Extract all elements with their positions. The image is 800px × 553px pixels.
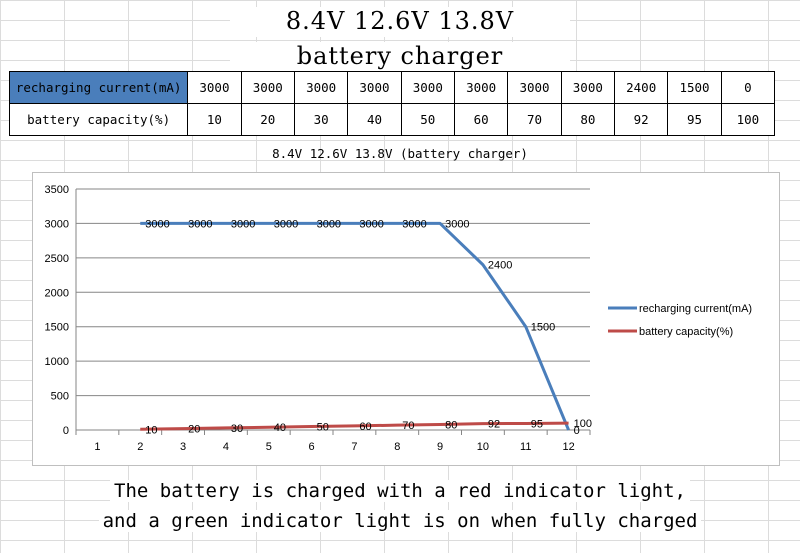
footer-text-1: The battery is charged with a red indica…	[110, 480, 690, 502]
data-label: 3000	[402, 218, 426, 230]
data-label: 2400	[488, 260, 512, 272]
y-tick-label: 1000	[45, 356, 69, 368]
table-cell: 80	[560, 103, 616, 136]
data-label: 80	[445, 419, 457, 431]
data-label: 3000	[359, 218, 383, 230]
table-cell: 70	[507, 103, 562, 136]
table-cell: 3000	[293, 71, 349, 104]
series-line-recharging-current	[140, 221, 570, 431]
data-label: 3000	[145, 218, 169, 230]
table-cell: 30	[293, 103, 349, 136]
x-tick-label: 9	[437, 441, 443, 453]
table-cell: 10	[187, 103, 242, 136]
title-line-1: 8.4V 12.6V 13.8V	[230, 7, 570, 37]
y-tick-label: 3500	[45, 184, 69, 196]
table-cell: 1500	[667, 71, 722, 104]
legend-entry: battery capacity(%)	[639, 326, 733, 338]
table-cell: 3000	[240, 71, 295, 104]
x-tick-label: 7	[351, 441, 357, 453]
x-tick-label: 10	[477, 441, 489, 453]
table-cell: 3000	[187, 71, 242, 104]
data-label: 1500	[531, 322, 555, 334]
y-tick-label: 2000	[45, 287, 69, 299]
y-tick-label: 2500	[45, 253, 69, 265]
data-label: 3000	[188, 218, 212, 230]
x-tick-label: 3	[180, 441, 186, 453]
table-cell: 0	[720, 71, 776, 104]
series-line-battery-capacity	[140, 421, 569, 431]
data-label: 3000	[445, 218, 469, 230]
chart-caption: 8.4V 12.6V 13.8V (battery charger)	[272, 146, 528, 161]
data-label: 50	[317, 422, 329, 434]
table-cell: 100	[720, 103, 776, 136]
y-tick-label: 1500	[45, 322, 69, 334]
table-cell: 3000	[507, 71, 562, 104]
x-tick-label: 8	[394, 441, 400, 453]
table-cell: 95	[667, 103, 722, 136]
table-cell: 3000	[560, 71, 616, 104]
data-label: 70	[402, 420, 414, 432]
y-tick-label: 0	[63, 425, 69, 437]
y-tick-label: 3000	[45, 218, 69, 230]
x-tick-label: 5	[266, 441, 272, 453]
title-line-2: battery charger	[230, 42, 570, 72]
x-tick-label: 1	[94, 441, 100, 453]
data-label: 10	[145, 424, 157, 436]
table-cell: 60	[453, 103, 509, 136]
data-label: 3000	[231, 218, 255, 230]
row-header-current: recharging current(mA)	[8, 71, 189, 104]
data-label: 92	[488, 419, 500, 431]
table-cell: 3000	[453, 71, 509, 104]
table-cell: 40	[347, 103, 402, 136]
footer-line-1: The battery is charged with a red indica…	[0, 480, 800, 502]
table-cell: 2400	[614, 71, 669, 104]
table-cell: 3000	[400, 71, 455, 104]
table-cell: 20	[240, 103, 295, 136]
x-tick-label: 6	[309, 441, 315, 453]
chart-area: 0 500 1000 1500 2000 2500 3000 3500 1 2 3 4 5 6 7 8 9 10 1…	[32, 172, 780, 466]
legend-entry: recharging current(mA)	[639, 303, 752, 315]
data-label: 95	[531, 418, 543, 430]
x-tick-label: 2	[137, 441, 143, 453]
y-tick-label: 500	[51, 391, 69, 403]
table-row-current: recharging current(mA) 3000 3000 3000 30…	[8, 71, 776, 104]
data-label: 20	[188, 424, 200, 436]
data-label: 0	[574, 425, 580, 437]
row-header-capacity: battery capacity(%)	[8, 103, 189, 136]
x-tick-label: 4	[223, 441, 229, 453]
table-cell: 50	[400, 103, 455, 136]
x-tick-label: 12	[562, 441, 574, 453]
data-label: 30	[231, 423, 243, 435]
table-cell: 92	[614, 103, 669, 136]
footer-line-2: and a green indicator light is on when f…	[0, 510, 800, 532]
data-label: 40	[274, 422, 286, 434]
table-cell: 3000	[347, 71, 402, 104]
x-tick-label: 11	[520, 441, 531, 453]
data-label: 60	[359, 421, 371, 433]
table-row-capacity: battery capacity(%) 10 20 30 40 50 60 70…	[8, 103, 776, 136]
data-table: recharging current(mA) 3000 3000 3000 30…	[8, 71, 776, 136]
data-label: 100	[574, 418, 592, 430]
footer-text-2: and a green indicator light is on when f…	[98, 510, 702, 532]
data-label: 3000	[317, 218, 341, 230]
data-label: 3000	[274, 218, 298, 230]
